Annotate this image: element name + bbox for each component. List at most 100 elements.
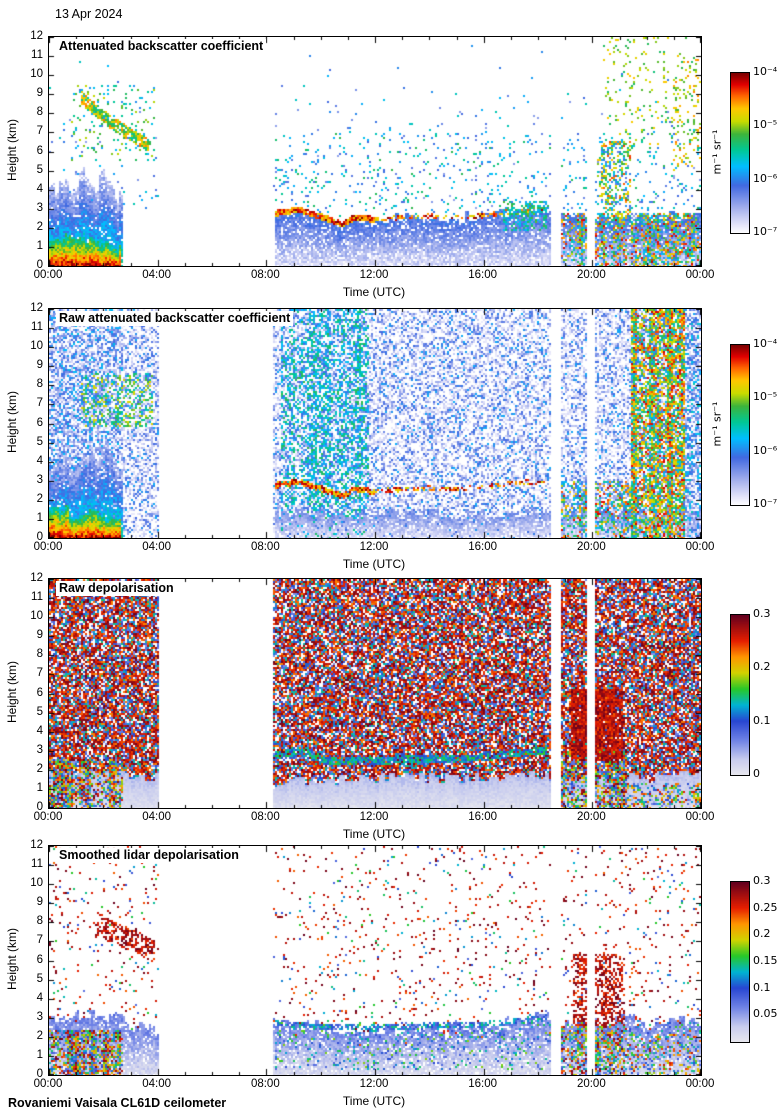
y-tick-label: 5 [36,163,43,176]
x-tick-label: 00:00 [685,1078,715,1090]
y-tick-label: 11 [31,49,43,62]
panel-title: Smoothed lidar depolarisation [56,848,242,863]
y-tick-label: 4 [36,724,43,737]
x-tick-label: 16:00 [468,541,498,553]
y-tick-label: 8 [36,648,43,661]
x-tick-label: 00:00 [33,269,63,281]
colorbar-tick-label: 0.1 [753,713,771,727]
y-tick-label: 12 [30,839,43,851]
x-axis-label: Time (UTC) [342,827,406,841]
raw-depolarisation-colorbar [730,614,750,776]
panel-raw-depolarisation: Height (km) Raw depolarisation Time (UTC… [0,572,780,848]
x-tick-label: 00:00 [685,811,715,823]
x-tick-label: 00:00 [33,541,63,553]
x-tick-label: 04:00 [142,541,172,553]
y-tick-label: 9 [36,87,43,100]
y-tick-label: 5 [36,705,43,718]
smoothed-lidar-depolarisation-colorbar [730,881,750,1043]
y-tick-label: 9 [36,629,43,642]
colorbar-tick-label: 10⁻⁶ [753,171,778,185]
colorbar-tick-label: 10⁻⁷ [753,225,778,238]
x-tick-label: 08:00 [250,811,280,823]
colorbar-tick-label: 0.05 [753,1007,778,1021]
raw-attenuated-backscatter-colorbar [730,344,750,506]
x-tick-label: 00:00 [685,541,715,553]
panel-title: Attenuated backscatter coefficient [56,39,267,54]
x-tick-label: 00:00 [33,1078,63,1090]
y-tick-label: 2 [36,492,43,505]
panel-attenuated-backscatter: Height (km) Attenuated backscatter coeff… [0,30,780,306]
x-tick-label: 20:00 [576,811,606,823]
x-tick-label: 04:00 [142,269,172,281]
y-tick-label: 9 [36,896,43,909]
y-tick-label: 10 [30,877,43,890]
y-tick-label: 2 [36,1029,43,1042]
colorbar-tick-label: 0.2 [753,660,771,674]
x-tick-label: 08:00 [250,269,280,281]
y-tick-label: 3 [36,473,43,486]
colorbar-unit-label: m⁻¹ sr⁻¹ [710,129,724,175]
smoothed-lidar-depolarisation-heatmap-canvas [48,845,702,1076]
y-tick-label: 7 [36,667,43,680]
y-tick-label: 9 [36,359,43,372]
y-tick-label: 8 [36,378,43,391]
colorbar-tick-label: 0.3 [753,607,771,620]
y-tick-label: 11 [31,321,43,334]
y-tick-label: 6 [36,416,43,429]
y-tick-label: 2 [36,762,43,775]
colorbar-tick-label: 0.3 [753,874,771,887]
colorbar-tick-label: 10⁻⁶ [753,443,778,457]
y-tick-label: 0 [36,801,43,813]
y-tick-label: 3 [36,201,43,214]
y-tick-label: 1 [36,239,43,252]
colorbar-tick-label: 10⁻⁵ [753,390,778,404]
y-tick-label: 1 [36,781,43,794]
y-tick-label: 2 [36,220,43,233]
y-tick-label: 3 [36,1010,43,1023]
y-tick-label: 3 [36,743,43,756]
panel-title: Raw attenuated backscatter coefficient [56,311,294,326]
x-tick-label: 20:00 [576,269,606,281]
x-tick-label: 00:00 [685,269,715,281]
y-tick-label: 7 [36,125,43,138]
colorbar-tick-label: 0.15 [753,954,778,967]
y-tick-label: 10 [30,610,43,623]
x-tick-label: 20:00 [576,541,606,553]
y-tick-label: 6 [36,953,43,966]
y-tick-label: 4 [36,454,43,467]
y-tick-label: 0 [36,1068,43,1080]
y-tick-label: 12 [30,302,43,314]
y-tick-label: 12 [30,30,43,42]
colorbar-tick-label: 10⁻⁴ [753,65,778,78]
raw-depolarisation-heatmap-canvas [48,578,702,809]
y-tick-label: 6 [36,144,43,157]
instrument-label: Rovaniemi Vaisala CL61D ceilometer [8,1096,227,1110]
panel-title: Raw depolarisation [56,581,177,596]
y-tick-label: 5 [36,972,43,985]
attenuated-backscatter-heatmap-canvas [48,36,702,267]
y-tick-label: 11 [31,858,43,871]
y-tick-label: 11 [31,591,43,604]
x-tick-label: 12:00 [359,1078,389,1090]
y-tick-label: 10 [30,340,43,353]
x-tick-label: 20:00 [576,1078,606,1090]
y-tick-label: 1 [36,1048,43,1061]
x-tick-label: 04:00 [142,1078,172,1090]
x-tick-label: 12:00 [359,269,389,281]
y-tick-label: 0 [36,531,43,543]
attenuated-backscatter-colorbar [730,72,750,234]
panel-smoothed-lidar-depolarisation: Height (km) Smoothed lidar depolarisatio… [0,839,780,1115]
y-tick-label: 8 [36,106,43,119]
colorbar-tick-label: 0.2 [753,927,771,941]
x-tick-label: 00:00 [33,811,63,823]
y-tick-label: 8 [36,915,43,928]
y-tick-label: 1 [36,511,43,524]
y-tick-label: 7 [36,934,43,947]
colorbar-tick-label: 10⁻⁴ [753,337,778,350]
x-axis-label: Time (UTC) [342,557,406,571]
y-tick-label: 7 [36,397,43,410]
y-tick-label: 5 [36,435,43,448]
x-tick-label: 16:00 [468,1078,498,1090]
colorbar-tick-label: 10⁻⁷ [753,497,778,510]
